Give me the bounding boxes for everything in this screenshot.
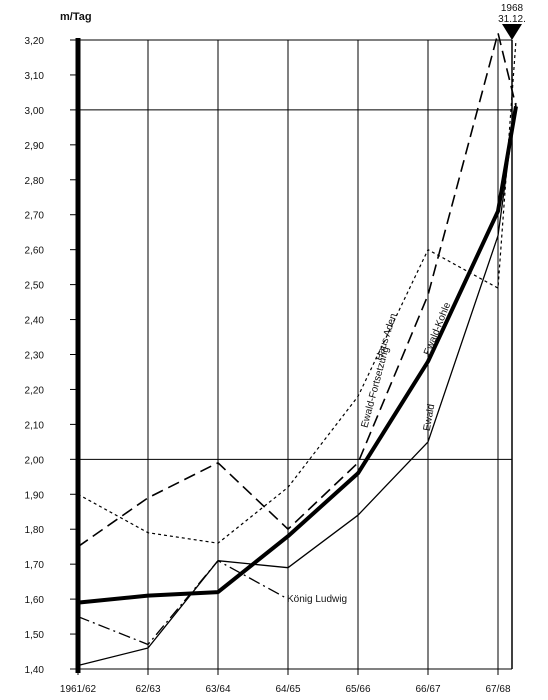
y-axis-label: m/Tag (60, 11, 92, 23)
series-lines (77, 32, 518, 667)
x-tick-label: 66/67 (415, 684, 440, 695)
y-tick-label: 1,90 (25, 490, 45, 501)
y-tick-label: 2,50 (25, 281, 45, 292)
x-axis-tick-labels: 1961/62 62/63 63/64 64/65 65/66 66/67 67/68 (60, 669, 511, 695)
y-tick-label: 2,10 (25, 420, 45, 431)
plot-frame (75, 38, 513, 673)
x-tick-label: 62/63 (135, 684, 160, 695)
series-line-haus-aden (77, 39, 517, 544)
final-date-year: 1968 (501, 3, 524, 14)
series-line-k-nig-ludwig (77, 560, 289, 646)
x-tick-label: 67/68 (485, 684, 510, 695)
final-date-day: 31.12. (498, 14, 526, 25)
y-tick-label: 1,70 (25, 560, 45, 571)
y-tick-label: 2,00 (25, 455, 45, 466)
y-tick-label: 1,50 (25, 630, 45, 641)
series-label-ewald: Ewald (422, 403, 438, 432)
final-date-triangle (502, 24, 522, 40)
y-tick-label: 2,30 (25, 351, 45, 362)
series-label-ewald-kohle: Ewald-Kohle (422, 301, 453, 358)
y-tick-label: 2,20 (25, 385, 45, 396)
y-tick-label: 1,80 (25, 525, 45, 536)
final-date-marker: 1968 31.12. (498, 3, 526, 40)
y-tick-label: 2,40 (25, 316, 45, 327)
series-label-k-nig-ludwig: König Ludwig (287, 594, 347, 605)
x-tick-label: 63/64 (205, 684, 230, 695)
x-tick-label: 65/66 (345, 684, 370, 695)
series-line-ewald (77, 102, 517, 667)
y-tick-label: 2,80 (25, 176, 45, 187)
y-tick-label: 2,90 (25, 141, 45, 152)
y-tick-label: 1,40 (25, 665, 45, 676)
grid (78, 40, 512, 669)
series-line-ewald-kohle (77, 106, 518, 605)
series-line-ewald-fortsetzung (77, 32, 517, 548)
x-tick-label: 64/65 (275, 684, 300, 695)
y-axis-tick-labels: 1,40 1,50 1,60 1,70 1,80 1,90 2,00 2,10 2,20 2,30… (25, 36, 78, 676)
y-tick-label: 1,60 (25, 595, 45, 606)
x-tick-label: 1961/62 (60, 684, 97, 695)
y-tick-label: 2,60 (25, 246, 45, 257)
y-tick-label: 3,10 (25, 71, 45, 82)
y-tick-label: 2,70 (25, 211, 45, 222)
y-tick-label: 3,20 (25, 36, 45, 47)
y-tick-label: 3,00 (25, 106, 45, 117)
